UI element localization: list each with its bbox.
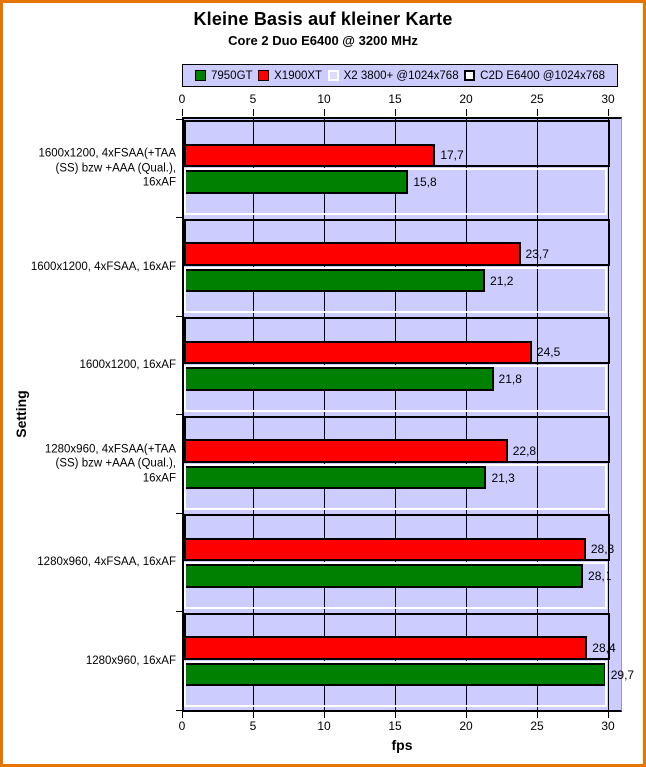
x-tick-label-bottom: 0 <box>178 719 186 733</box>
bar-x1900xt <box>184 439 508 463</box>
bar-x2-3800-1024x768 <box>184 562 608 609</box>
legend-swatch-3 <box>327 70 339 81</box>
y-tick-mark <box>176 611 182 612</box>
value-label: 15,8 <box>413 175 437 190</box>
x-tick-label-bottom: 30 <box>601 719 615 733</box>
bar-x1900xt <box>184 636 588 660</box>
bar-group-5: 28,3 28,1 <box>184 513 621 612</box>
gridline-25 <box>537 119 538 710</box>
value-label: 22,8 <box>512 443 537 458</box>
plot-area: 17,7 15,8 23,7 21,2 24,5 21,8 22,8 21,3 28,3 28,1… <box>176 117 634 712</box>
legend-label-1: 7950GT <box>211 69 253 82</box>
bar-group-1: 17,7 15,8 <box>184 119 621 218</box>
legend: 7950GT X1900XT X2 3800+ @1024x768 C2D E6400… <box>182 64 618 87</box>
legend-item-1: 7950GT <box>195 70 253 82</box>
bar-x2-3800-1024x768 <box>184 168 608 215</box>
x-tick-mark-bottom <box>537 712 538 718</box>
value-label: 17,7 <box>440 148 464 163</box>
x-tick-mark-bottom <box>395 712 396 718</box>
x-tick-label-top: 20 <box>459 92 473 106</box>
legend-label-2: X1900XT <box>274 69 323 82</box>
category-label-1: 1600x1200, 4xFSAA(+TAA (SS) bzw +AAA (Qu… <box>38 147 176 189</box>
value-label: 21,2 <box>490 273 514 288</box>
x-tick-mark-top <box>608 109 609 116</box>
value-label: 21,8 <box>498 372 522 387</box>
legend-swatch-4 <box>464 70 476 81</box>
bar-group-4: 22,8 21,3 <box>184 415 621 514</box>
y-tick-mark <box>176 709 182 711</box>
category-label-2: 1600x1200, 4xFSAA, 16xAF <box>30 260 176 273</box>
x-tick-mark-top <box>466 109 467 116</box>
gridline-20 <box>466 119 467 710</box>
x-tick-label-bottom: 25 <box>530 719 544 733</box>
x-tick-mark-top <box>253 109 254 116</box>
x-tick-label-top: 10 <box>317 92 331 106</box>
bar-x2-3800-1024x768 <box>184 660 608 707</box>
category-label-4: 1280x960, 4xFSAA(+TAA (SS) bzw +AAA (Qua… <box>44 443 176 484</box>
x-tick-mark-top <box>537 109 538 116</box>
value-label: 23,7 <box>525 246 549 261</box>
legend-item-2: X1900XT <box>258 70 322 82</box>
legend-swatch-2 <box>258 70 270 81</box>
value-label: 24,5 <box>536 345 561 360</box>
x-tick-mark-bottom <box>182 712 183 718</box>
value-label: 28,4 <box>592 640 616 655</box>
bar-group-2: 23,7 21,2 <box>184 218 621 317</box>
bar-x2-3800-1024x768 <box>184 365 608 412</box>
x-tick-label-bottom: 5 <box>249 719 257 733</box>
value-label: 28,3 <box>590 542 615 557</box>
legend-label-3: X2 3800+ @1024x768 <box>343 69 459 82</box>
bar-x1900xt <box>184 340 532 365</box>
chart-subtitle: Core 2 Duo E6400 @ 3200 MHz <box>228 33 418 48</box>
legend-item-3: X2 3800+ @1024x768 <box>327 69 459 82</box>
x-axis-title: fps <box>391 737 413 753</box>
y-tick-mark <box>176 118 182 120</box>
legend-item-4: C2D E6400 @1024x768 <box>464 70 605 82</box>
x-tick-label-top: 15 <box>388 92 402 106</box>
x-tick-mark-top <box>324 109 325 116</box>
category-label-5: 1280x960, 4xFSAA, 16xAF <box>37 556 176 568</box>
category-label-3: 1600x1200, 16xAF <box>79 359 176 371</box>
x-tick-label-top: 5 <box>249 92 257 106</box>
x-tick-mark-bottom <box>253 712 254 718</box>
x-tick-label-top: 30 <box>601 92 615 106</box>
x-tick-label-top: 25 <box>530 92 544 106</box>
x-tick-mark-top <box>395 109 396 116</box>
x-tick-mark-bottom <box>324 712 325 718</box>
gridline-5 <box>253 119 254 710</box>
value-label: 21,3 <box>491 470 515 485</box>
x-tick-label-top: 0 <box>178 92 186 106</box>
x-tick-label-bottom: 10 <box>317 719 331 733</box>
y-tick-mark <box>176 512 182 514</box>
bar-group-6: 28,4 29,7 <box>184 612 634 711</box>
gridline-10 <box>324 119 325 710</box>
legend-swatch-1 <box>195 70 206 81</box>
bar-x1900xt <box>184 537 586 562</box>
bar-x1900xt <box>184 242 521 266</box>
y-tick-mark <box>176 315 182 317</box>
chart-title: Kleine Basis auf kleiner Karte <box>193 9 453 29</box>
y-tick-mark <box>176 217 182 218</box>
y-axis-title: Setting <box>13 390 29 438</box>
bar-group-3: 24,5 21,8 <box>184 316 621 415</box>
bar-x1900xt <box>184 143 436 168</box>
gridline-30 <box>608 119 609 710</box>
gridline-15 <box>395 119 396 710</box>
value-label: 29,7 <box>610 667 635 682</box>
category-label-6: 1280x960, 16xAF <box>85 654 176 667</box>
x-tick-mark-top <box>182 109 183 116</box>
x-tick-label-bottom: 15 <box>388 719 402 733</box>
bar-x2-3800-1024x768 <box>184 266 608 313</box>
y-tick-mark <box>176 414 182 415</box>
legend-label-4: C2D E6400 @1024x768 <box>480 69 605 82</box>
x-tick-mark-bottom <box>466 712 467 718</box>
x-tick-mark-bottom <box>608 712 609 718</box>
bar-x2-3800-1024x768 <box>184 463 608 510</box>
x-tick-label-bottom: 20 <box>459 719 473 733</box>
